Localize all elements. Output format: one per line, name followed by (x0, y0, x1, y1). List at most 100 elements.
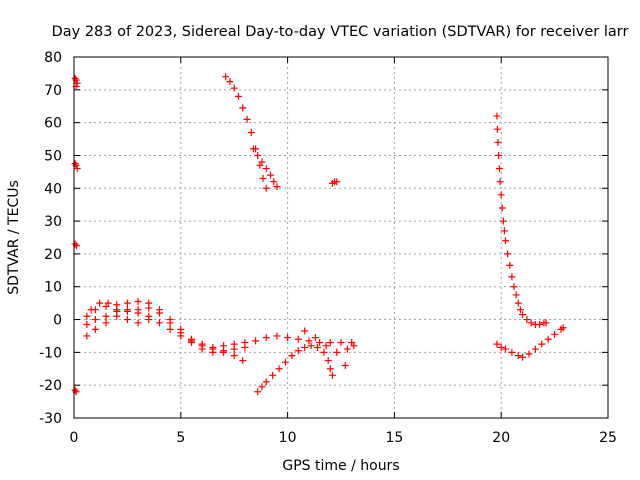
series-recovery-trough (493, 324, 567, 361)
data-point (551, 330, 559, 338)
data-point (258, 158, 266, 166)
x-tick-label: 20 (492, 430, 510, 446)
data-point (234, 92, 242, 100)
data-point (166, 316, 174, 324)
data-point (333, 178, 341, 186)
data-point (270, 178, 278, 186)
data-point (177, 325, 185, 333)
data-point (102, 312, 110, 320)
series-descend-arc-2 (249, 145, 281, 191)
chart-title: Day 283 of 2023, Sidereal Day-to-day VTE… (52, 24, 629, 40)
data-point (230, 84, 238, 92)
data-point (314, 343, 322, 351)
data-point (493, 125, 501, 133)
data-point (333, 348, 341, 356)
x-tick-label: 10 (279, 430, 297, 446)
data-point (262, 378, 270, 386)
y-tick-label: 30 (44, 214, 62, 230)
data-point (493, 112, 501, 120)
data-point (262, 184, 270, 192)
data-point (499, 217, 507, 225)
series-band-low-4 (87, 299, 153, 327)
data-point (498, 204, 506, 212)
data-point (307, 342, 315, 350)
data-point (294, 335, 302, 343)
plot-area (71, 73, 567, 396)
data-point (514, 352, 522, 360)
y-tick-label: -30 (39, 411, 62, 427)
data-point (239, 357, 247, 365)
y-tick-label: 40 (44, 181, 62, 197)
data-point (209, 345, 217, 353)
data-point (259, 174, 267, 182)
data-point (542, 319, 550, 327)
data-point (73, 79, 81, 87)
data-point (311, 334, 319, 342)
data-point (166, 325, 174, 333)
data-point (104, 299, 112, 307)
data-point (284, 334, 292, 342)
data-point (87, 306, 95, 314)
data-point (536, 320, 544, 328)
data-point (71, 240, 79, 248)
y-tick-label: -10 (39, 345, 62, 361)
data-point (531, 345, 539, 353)
data-point (294, 347, 302, 355)
data-point (262, 334, 270, 342)
x-tick-label: 5 (176, 430, 185, 446)
data-point (493, 340, 501, 348)
data-point (320, 348, 328, 356)
data-point (288, 352, 296, 360)
data-point (495, 151, 503, 159)
x-axis-label: GPS time / hours (282, 458, 399, 474)
data-point (523, 316, 531, 324)
data-point (241, 343, 249, 351)
data-point (559, 324, 567, 332)
data-point (326, 339, 334, 347)
data-point (501, 237, 509, 245)
x-tick-label: 25 (599, 430, 617, 446)
data-point (222, 73, 230, 81)
data-point (145, 316, 153, 324)
data-point (113, 306, 121, 314)
data-point (324, 357, 332, 365)
data-point (496, 178, 504, 186)
data-point (527, 319, 535, 327)
data-point (326, 365, 334, 373)
x-tick-label: 0 (70, 430, 79, 446)
data-point (506, 261, 514, 269)
data-point (305, 337, 313, 345)
y-tick-label: -20 (39, 378, 62, 394)
y-tick-label: 50 (44, 148, 62, 164)
data-point (252, 337, 260, 345)
data-point (501, 345, 509, 353)
data-point (262, 165, 270, 173)
data-point (230, 345, 238, 353)
y-axis-label: SDTVAR / TECUs (6, 180, 22, 295)
data-point (123, 306, 131, 314)
series-band-low-3 (83, 306, 247, 365)
data-point (281, 358, 289, 366)
data-point (269, 371, 277, 379)
data-point (514, 299, 522, 307)
y-tick-label: 60 (44, 116, 62, 132)
data-point (226, 78, 234, 86)
data-point (123, 316, 131, 324)
data-point (254, 151, 262, 159)
data-point (500, 227, 508, 235)
data-point (508, 348, 516, 356)
data-point (343, 345, 351, 353)
data-point (155, 319, 163, 327)
data-point (512, 291, 520, 299)
data-point (508, 273, 516, 281)
data-point (83, 312, 91, 320)
data-point (243, 115, 251, 123)
data-point (544, 335, 552, 343)
data-point (275, 365, 283, 373)
data-point (145, 299, 153, 307)
data-point (247, 128, 255, 136)
data-point (73, 165, 81, 173)
y-tick-label: 10 (44, 280, 62, 296)
